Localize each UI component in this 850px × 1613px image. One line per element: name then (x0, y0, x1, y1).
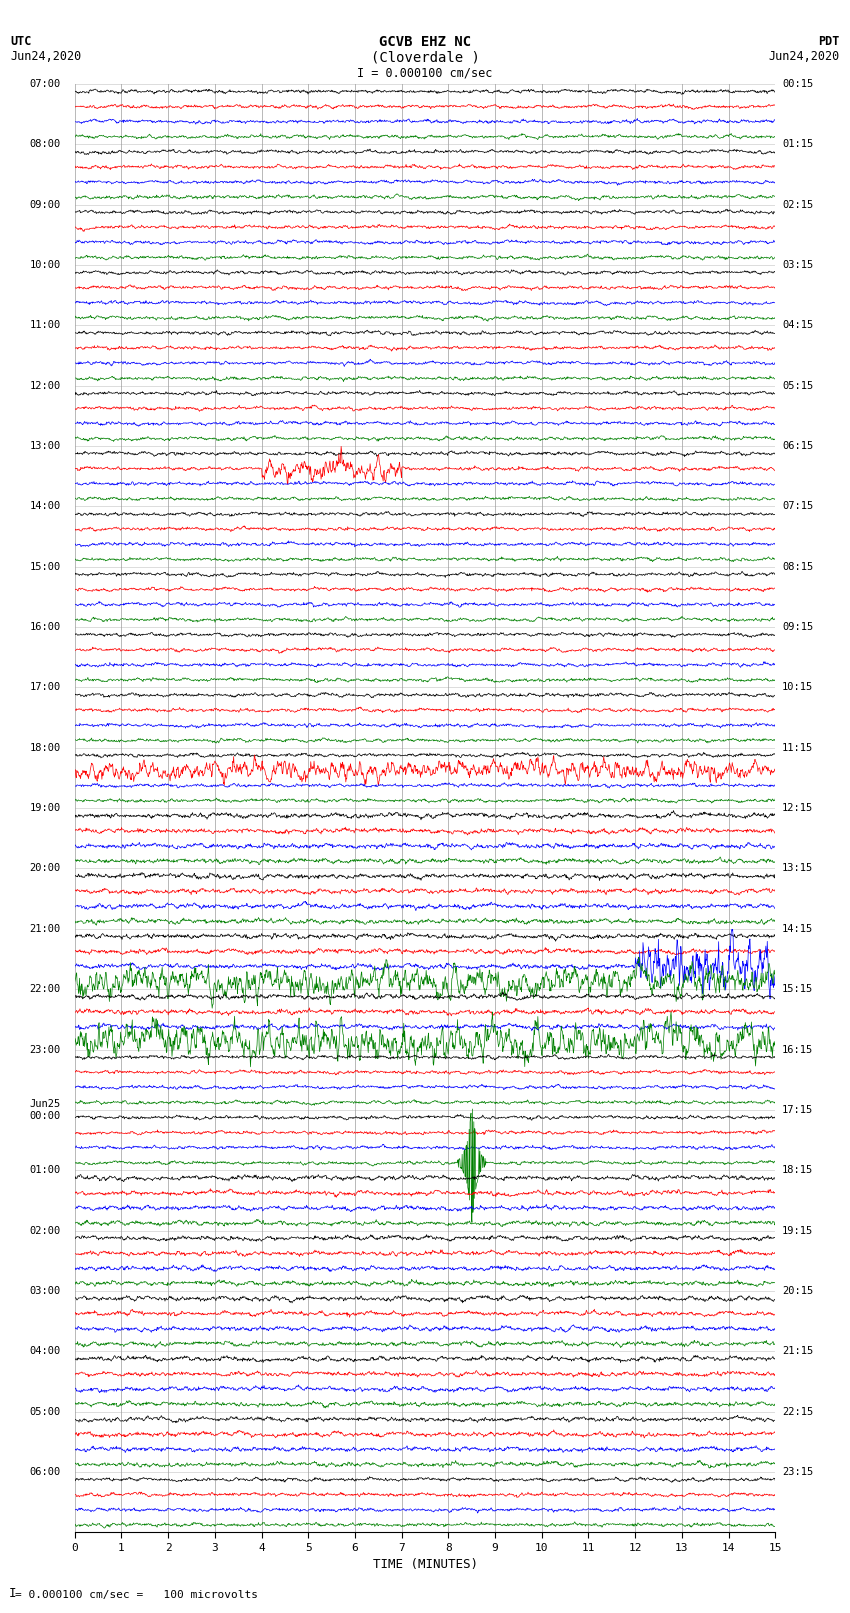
Text: 16:15: 16:15 (782, 1045, 813, 1055)
Text: 16:00: 16:00 (30, 623, 61, 632)
Text: PDT: PDT (819, 35, 840, 48)
Text: 20:15: 20:15 (782, 1286, 813, 1295)
Text: UTC: UTC (10, 35, 31, 48)
Text: 13:00: 13:00 (30, 440, 61, 452)
Text: 18:15: 18:15 (782, 1165, 813, 1176)
Text: Jun24,2020: Jun24,2020 (768, 50, 840, 63)
Text: 00:15: 00:15 (782, 79, 813, 89)
Text: I = 0.000100 cm/sec: I = 0.000100 cm/sec (357, 66, 493, 79)
Text: 12:15: 12:15 (782, 803, 813, 813)
Text: 11:15: 11:15 (782, 742, 813, 753)
Text: 21:00: 21:00 (30, 924, 61, 934)
Text: 21:15: 21:15 (782, 1347, 813, 1357)
Text: 23:00: 23:00 (30, 1045, 61, 1055)
Text: 04:00: 04:00 (30, 1347, 61, 1357)
Text: 17:15: 17:15 (782, 1105, 813, 1115)
Text: 09:15: 09:15 (782, 623, 813, 632)
Text: 01:15: 01:15 (782, 139, 813, 150)
Text: = 0.000100 cm/sec =   100 microvolts: = 0.000100 cm/sec = 100 microvolts (15, 1590, 258, 1600)
Text: 11:00: 11:00 (30, 321, 61, 331)
Text: 19:00: 19:00 (30, 803, 61, 813)
Text: 02:00: 02:00 (30, 1226, 61, 1236)
Text: 08:00: 08:00 (30, 139, 61, 150)
Text: 03:15: 03:15 (782, 260, 813, 269)
Text: 08:15: 08:15 (782, 561, 813, 571)
Text: 18:00: 18:00 (30, 742, 61, 753)
Text: GCVB EHZ NC: GCVB EHZ NC (379, 35, 471, 50)
Text: 14:00: 14:00 (30, 502, 61, 511)
Text: 06:00: 06:00 (30, 1466, 61, 1478)
Text: Jun25
00:00: Jun25 00:00 (30, 1098, 61, 1121)
Text: 06:15: 06:15 (782, 440, 813, 452)
Text: 14:15: 14:15 (782, 924, 813, 934)
Text: 17:00: 17:00 (30, 682, 61, 692)
Text: 09:00: 09:00 (30, 200, 61, 210)
Text: 10:15: 10:15 (782, 682, 813, 692)
Text: 22:00: 22:00 (30, 984, 61, 994)
Text: 01:00: 01:00 (30, 1165, 61, 1176)
Text: 15:15: 15:15 (782, 984, 813, 994)
Text: 15:00: 15:00 (30, 561, 61, 571)
Text: 04:15: 04:15 (782, 321, 813, 331)
Text: 12:00: 12:00 (30, 381, 61, 390)
Text: I: I (8, 1587, 16, 1600)
Text: (Cloverdale ): (Cloverdale ) (371, 50, 479, 65)
Text: 07:00: 07:00 (30, 79, 61, 89)
Text: 05:15: 05:15 (782, 381, 813, 390)
Text: 19:15: 19:15 (782, 1226, 813, 1236)
Text: 22:15: 22:15 (782, 1407, 813, 1416)
Text: 02:15: 02:15 (782, 200, 813, 210)
Text: 03:00: 03:00 (30, 1286, 61, 1295)
Text: 07:15: 07:15 (782, 502, 813, 511)
Text: 05:00: 05:00 (30, 1407, 61, 1416)
Text: Jun24,2020: Jun24,2020 (10, 50, 82, 63)
Text: 13:15: 13:15 (782, 863, 813, 874)
Text: 10:00: 10:00 (30, 260, 61, 269)
X-axis label: TIME (MINUTES): TIME (MINUTES) (372, 1558, 478, 1571)
Text: 20:00: 20:00 (30, 863, 61, 874)
Text: 23:15: 23:15 (782, 1466, 813, 1478)
